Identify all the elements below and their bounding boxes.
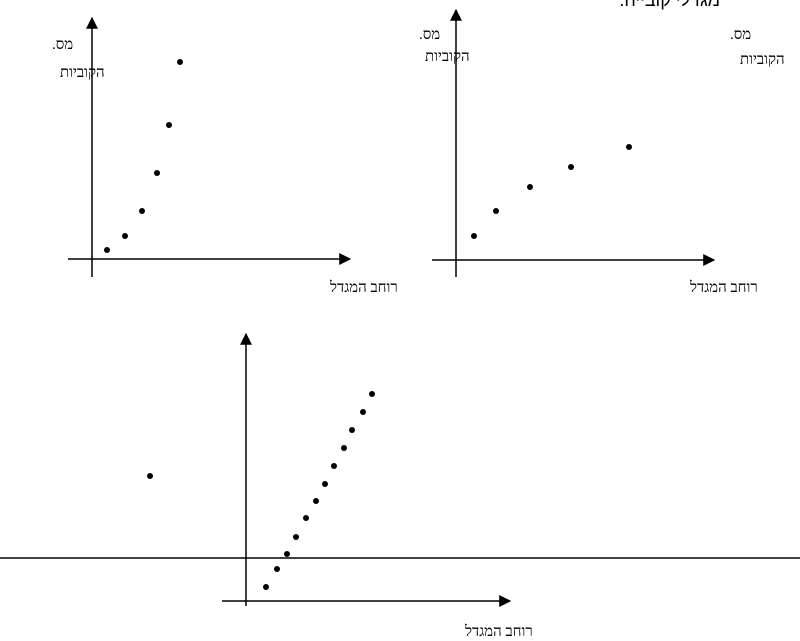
right-ylabel2-line2: הקוביות	[740, 52, 785, 68]
bottom-point-2	[274, 566, 280, 572]
left-ylabel-line1: מס.	[52, 37, 73, 53]
bottom-outlier-point	[147, 473, 153, 479]
left-point-5	[166, 122, 172, 128]
left-point-3	[139, 208, 145, 214]
bottom-point-7	[322, 481, 328, 487]
bottom-point-8	[331, 463, 337, 469]
bottom-point-6	[313, 498, 319, 504]
bottom-point-12	[369, 391, 375, 397]
right-point-1	[471, 233, 477, 239]
bottom-point-1	[263, 584, 269, 590]
bottom-point-5	[303, 515, 309, 521]
right-ylabel-line1: מס.	[419, 27, 440, 43]
chart-left: מס. הקוביות רוחב המגדל	[52, 16, 398, 296]
right-point-5	[626, 144, 632, 150]
chart-right: מס. הקוביות מס. הקוביות רוחב המגדל	[419, 8, 785, 296]
bottom-point-4	[293, 534, 299, 540]
right-ylabel2-line1: מס.	[730, 27, 751, 43]
chart-bottom: רוחב המגדל	[0, 332, 800, 640]
bottom-point-11	[360, 409, 366, 415]
bottom-point-3	[284, 551, 290, 557]
right-xlabel: רוחב המגדל	[689, 279, 758, 296]
right-point-4	[568, 164, 574, 170]
left-ylabel-line2: הקוביות	[60, 65, 105, 81]
bottom-xlabel: רוחב המגדל	[464, 623, 533, 640]
left-point-1	[104, 247, 110, 253]
left-point-4	[154, 170, 160, 176]
cut-header-text: מגדלי קובייה.	[619, 0, 720, 10]
bottom-point-10	[349, 427, 355, 433]
left-point-2	[122, 233, 128, 239]
right-point-2	[493, 208, 499, 214]
left-xlabel: רוחב המגדל	[329, 279, 398, 296]
right-ylabel-line2: הקוביות	[425, 49, 470, 65]
left-point-6	[177, 59, 183, 65]
bottom-point-9	[341, 445, 347, 451]
right-point-3	[527, 184, 533, 190]
